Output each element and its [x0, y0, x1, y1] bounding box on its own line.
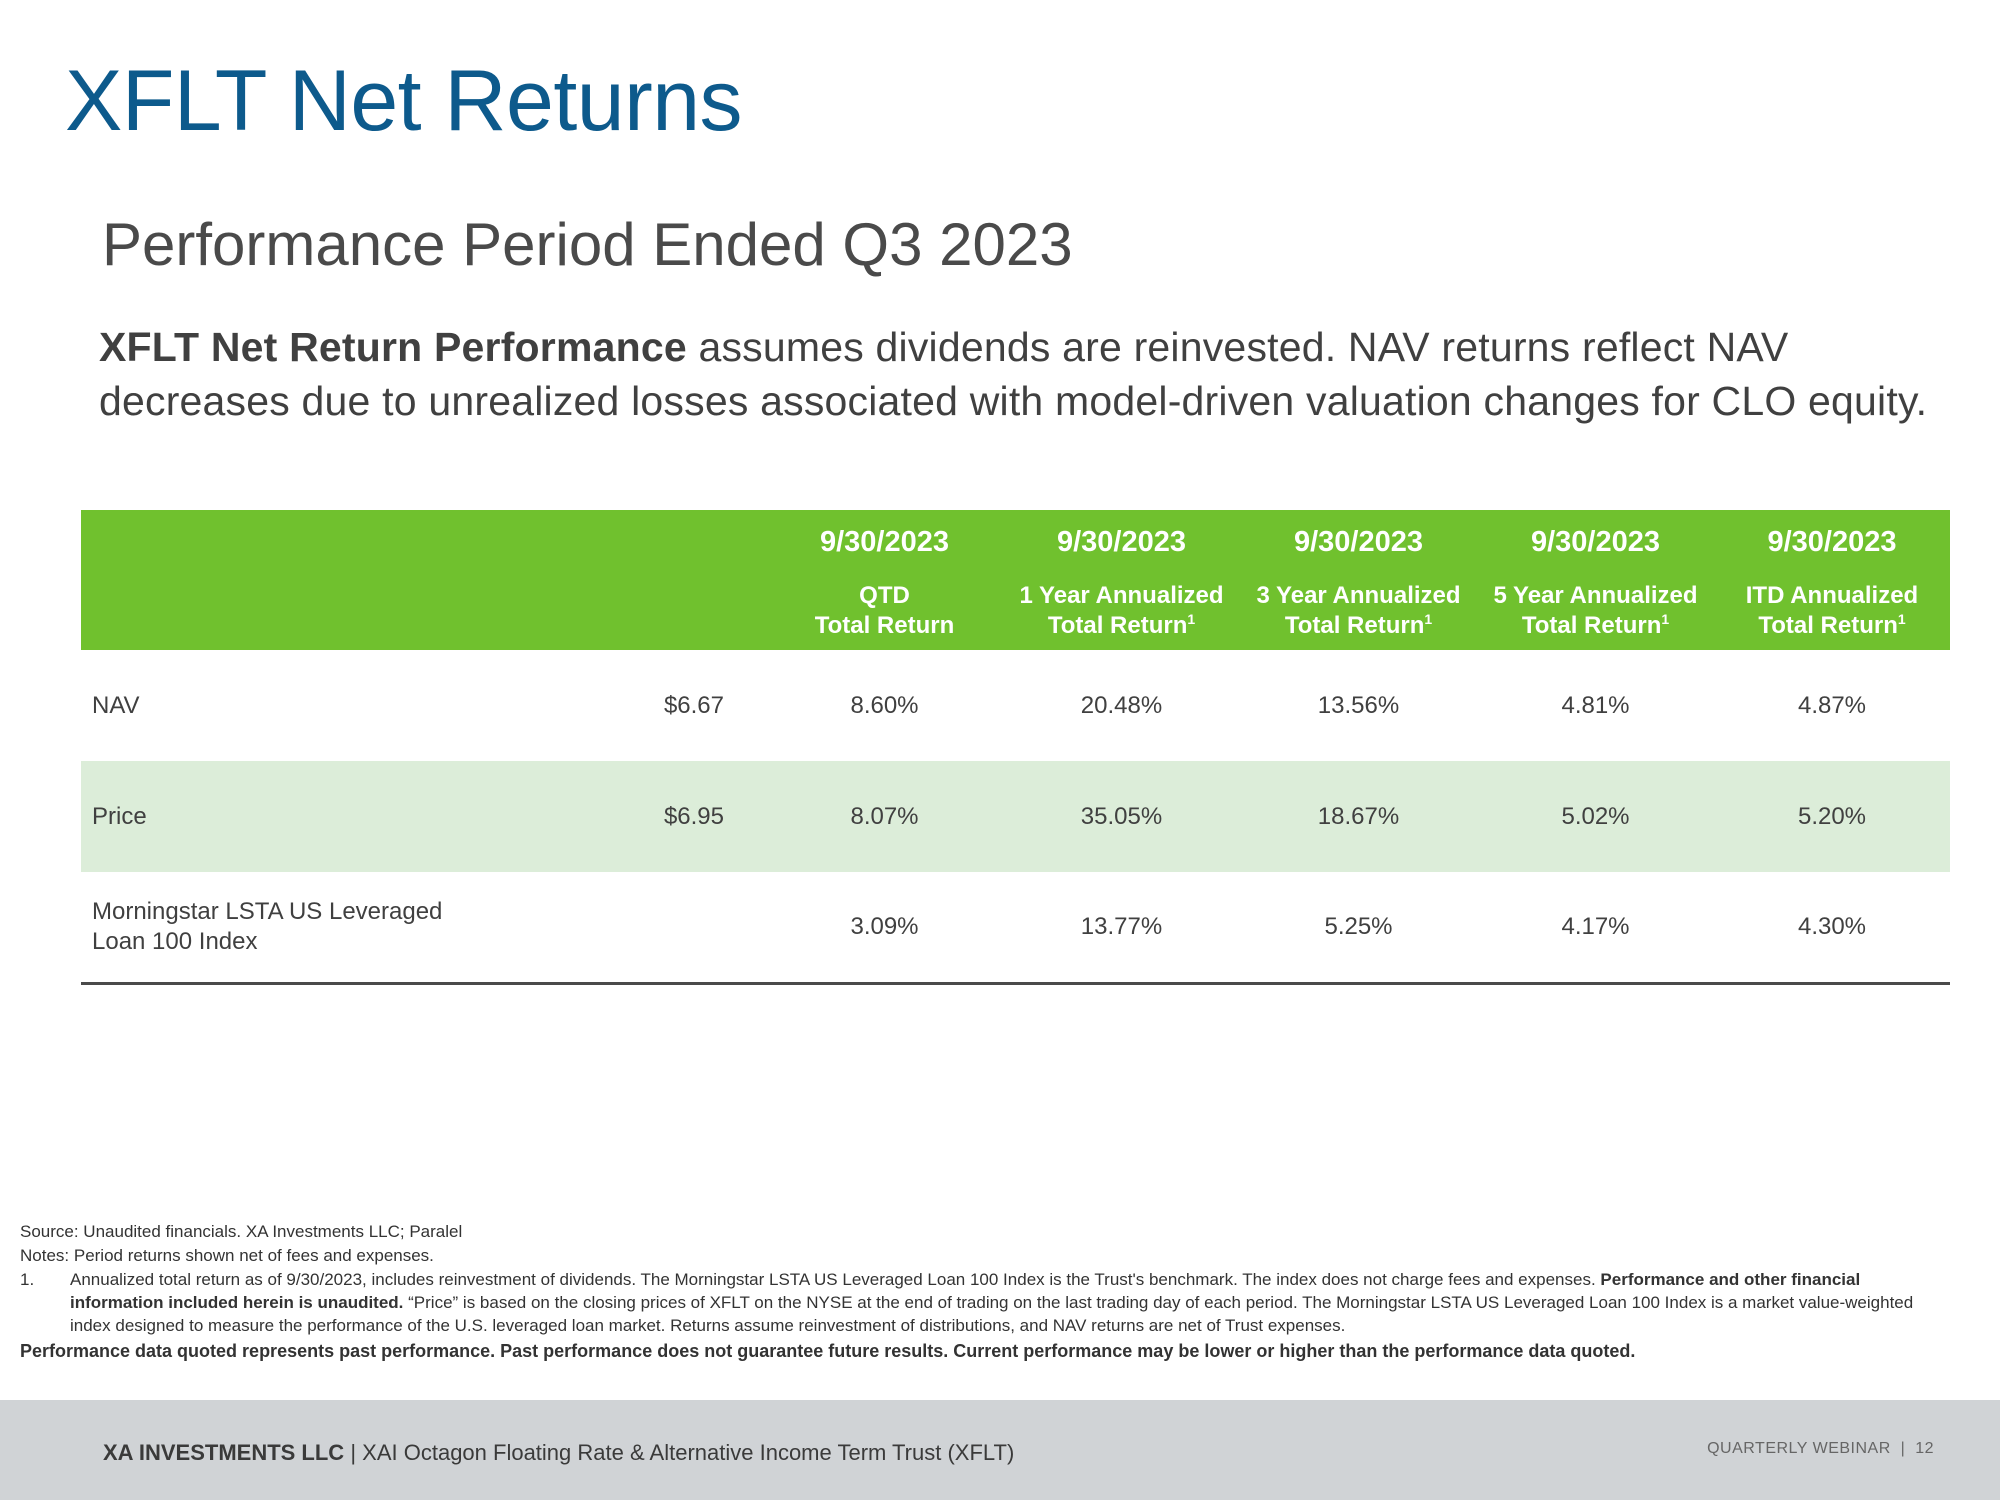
- column-label: 3 Year Annualized Total Return1: [1256, 582, 1461, 639]
- row-price: $6.95: [596, 761, 766, 872]
- row-value: 4.81%: [1561, 691, 1630, 719]
- row-value: 4.87%: [1797, 691, 1867, 719]
- row-value: 13.56%: [1317, 691, 1400, 719]
- footer-bar: XA INVESTMENTS LLC | XAI Octagon Floatin…: [0, 1400, 2000, 1500]
- column-label: 1 Year Annualized Total Return1: [1019, 582, 1224, 639]
- footer-trust: XAI Octagon Floating Rate & Alternative …: [362, 1440, 1015, 1465]
- footnotes: Source: Unaudited financials. XA Investm…: [20, 1220, 1950, 1363]
- column-label: 5 Year Annualized Total Return1: [1493, 582, 1698, 639]
- row-label: Morningstar LSTA US Leveraged Loan 100 In…: [81, 872, 596, 985]
- row-value: 35.05%: [1003, 761, 1240, 872]
- intro-paragraph: XFLT Net Return Performance assumes divi…: [99, 320, 1969, 428]
- column-header: 9/30/2023 ITD Annualized Total Return1: [1714, 510, 1950, 650]
- performance-disclaimer: Performance data quoted represents past …: [20, 1341, 1636, 1361]
- column-date: 9/30/2023: [819, 526, 949, 558]
- footer-right: QUARTERLY WEBINAR | 12: [1707, 1440, 1934, 1457]
- page-title: XFLT Net Returns: [65, 53, 743, 149]
- footnote-item: 1. Annualized total return as of 9/30/20…: [20, 1268, 1950, 1337]
- column-date: 9/30/2023: [1530, 526, 1660, 558]
- row-value: 5.02%: [1477, 761, 1714, 872]
- footer-company: XA INVESTMENTS LLC: [103, 1440, 345, 1465]
- row-value: 20.48%: [1080, 691, 1163, 719]
- column-date: 9/30/2023: [1293, 526, 1423, 558]
- row-value: 5.20%: [1714, 761, 1950, 872]
- footer-label: QUARTERLY WEBINAR: [1707, 1440, 1891, 1457]
- row-value: 5.25%: [1240, 872, 1477, 985]
- column-label: QTD Total Return: [814, 582, 955, 639]
- intro-text: assumes dividends are reinvested. NAV re…: [99, 324, 1928, 424]
- column-header: 9/30/2023 QTD Total Return: [766, 510, 1003, 650]
- page-number: 12: [1915, 1440, 1934, 1457]
- header-blank: [81, 510, 596, 650]
- table-row-price: Price $6.95 8.07% 35.05% 18.67% 5.02% 5.…: [81, 761, 1950, 872]
- column-header: 9/30/2023 5 Year Annualized Total Return1: [1477, 510, 1714, 650]
- table-header-row: 9/30/2023 QTD Total Return 9/30/2023 1 Ye…: [81, 510, 1950, 650]
- footnote-source: Source: Unaudited financials. XA Investm…: [20, 1222, 463, 1241]
- row-value: 8.07%: [766, 761, 1003, 872]
- table-row-nav: NAV $6.67 8.60% 20.48% 13.56% 4.81% 4.87…: [81, 650, 1950, 761]
- row-value: 13.77%: [1003, 872, 1240, 985]
- row-label: NAV: [92, 691, 140, 719]
- table-row-index: Morningstar LSTA US Leveraged Loan 100 In…: [81, 872, 1950, 985]
- row-value: 4.17%: [1477, 872, 1714, 985]
- column-header: 9/30/2023 3 Year Annualized Total Return1: [1240, 510, 1477, 650]
- row-value: 4.30%: [1714, 872, 1950, 985]
- row-price: [596, 872, 766, 985]
- row-value: 3.09%: [766, 872, 1003, 985]
- row-value: 18.67%: [1240, 761, 1477, 872]
- header-blank-price: [596, 510, 766, 650]
- footnote-number: 1.: [20, 1270, 35, 1289]
- footnote-notes: Notes: Period returns shown net of fees …: [20, 1246, 434, 1265]
- column-label: ITD Annualized Total Return1: [1745, 582, 1919, 639]
- intro-bold: XFLT Net Return Performance: [99, 324, 687, 370]
- column-header: 9/30/2023 1 Year Annualized Total Return1: [1003, 510, 1240, 650]
- row-price: $6.67: [663, 691, 724, 719]
- returns-table: 9/30/2023 QTD Total Return 9/30/2023 1 Ye…: [81, 510, 1950, 985]
- footnote-text: Annualized total return as of 9/30/2023,…: [70, 1270, 1914, 1335]
- column-date: 9/30/2023: [1056, 526, 1186, 558]
- row-value: 8.60%: [850, 691, 919, 719]
- page-subtitle: Performance Period Ended Q3 2023: [102, 211, 1073, 278]
- footer-left: XA INVESTMENTS LLC | XAI Octagon Floatin…: [103, 1440, 1015, 1465]
- column-date: 9/30/2023: [1767, 526, 1897, 558]
- row-label: Price: [81, 761, 596, 872]
